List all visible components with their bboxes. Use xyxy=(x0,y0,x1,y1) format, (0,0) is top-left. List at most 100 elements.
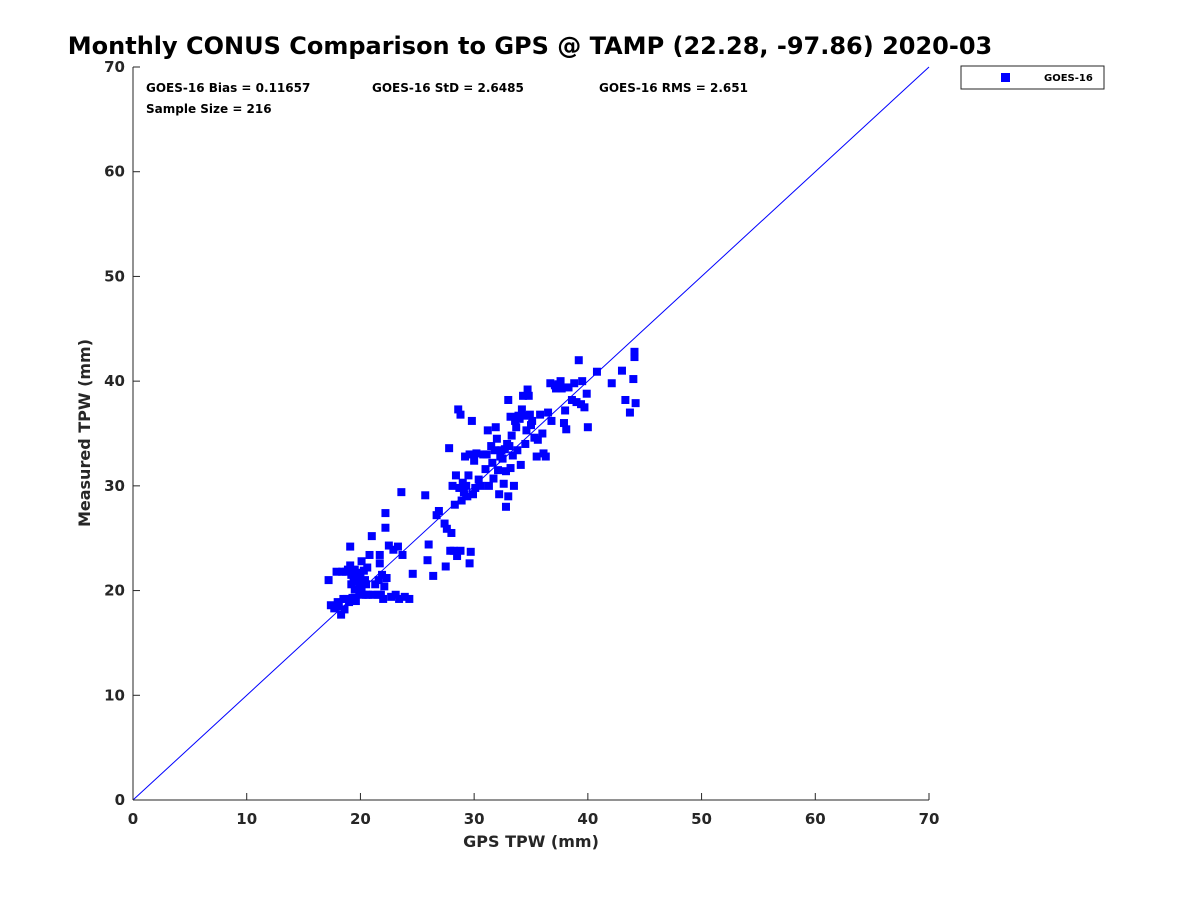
data-point xyxy=(354,577,363,586)
x-tick-label: 50 xyxy=(691,810,712,828)
data-point xyxy=(499,479,508,488)
data-point xyxy=(346,542,355,551)
y-tick-label: 30 xyxy=(104,477,125,495)
data-point xyxy=(453,552,462,561)
data-point xyxy=(515,414,524,423)
data-point xyxy=(491,423,500,432)
data-point xyxy=(513,446,522,455)
data-point xyxy=(455,483,464,492)
data-point xyxy=(559,419,568,428)
data-point xyxy=(423,556,432,565)
data-point xyxy=(533,435,542,444)
data-point xyxy=(508,451,517,460)
data-point xyxy=(378,570,387,579)
data-point xyxy=(456,546,465,555)
data-point xyxy=(538,429,547,438)
one-to-one-line xyxy=(132,66,930,801)
data-point xyxy=(334,602,343,611)
data-point xyxy=(561,406,570,415)
data-point xyxy=(387,592,396,601)
data-point xyxy=(432,511,441,520)
data-point xyxy=(512,423,521,432)
data-point xyxy=(461,452,470,461)
data-point xyxy=(398,550,407,559)
data-point xyxy=(440,519,449,528)
data-point xyxy=(592,367,601,376)
data-point xyxy=(389,545,398,554)
data-point xyxy=(442,524,451,533)
data-point xyxy=(494,466,503,475)
data-point xyxy=(487,442,496,451)
data-point xyxy=(630,347,639,356)
data-point xyxy=(347,570,356,579)
data-point xyxy=(500,445,509,454)
y-axis-label: Measured TPW (mm) xyxy=(75,339,94,527)
data-point xyxy=(382,574,391,583)
x-tick-label: 30 xyxy=(464,810,485,828)
data-point xyxy=(490,446,499,455)
data-point xyxy=(564,383,573,392)
data-point xyxy=(527,421,535,430)
chart-title: Monthly CONUS Comparison to GPS @ TAMP (… xyxy=(68,32,992,60)
x-tick-label: 60 xyxy=(805,810,826,828)
data-point xyxy=(629,375,638,384)
data-point xyxy=(450,500,459,509)
data-point xyxy=(525,410,534,419)
data-point xyxy=(381,509,390,518)
x-tick-label: 0 xyxy=(128,810,138,828)
data-point xyxy=(484,481,493,490)
data-point xyxy=(483,426,492,435)
data-point xyxy=(570,379,579,388)
data-point xyxy=(454,405,463,414)
data-point xyxy=(448,481,457,490)
data-point xyxy=(498,454,507,463)
data-point xyxy=(391,590,400,599)
points-layer xyxy=(324,347,640,619)
data-point xyxy=(472,449,481,458)
data-point xyxy=(552,384,561,393)
data-point xyxy=(365,550,374,559)
x-axis-label: GPS TPW (mm) xyxy=(463,832,599,851)
data-point xyxy=(451,471,460,480)
data-point xyxy=(546,379,555,388)
data-point xyxy=(397,488,406,497)
data-point xyxy=(509,481,518,490)
data-point xyxy=(621,395,630,404)
data-point xyxy=(574,356,583,365)
data-point xyxy=(400,592,409,601)
data-point xyxy=(488,458,497,467)
data-point xyxy=(631,399,640,408)
data-point xyxy=(607,379,616,388)
x-tick-label: 10 xyxy=(236,810,257,828)
data-point xyxy=(333,598,342,607)
y-tick-label: 60 xyxy=(104,163,125,181)
legend-box xyxy=(960,65,1105,90)
data-point xyxy=(405,594,414,603)
data-point xyxy=(376,590,385,599)
data-point xyxy=(347,580,356,589)
data-point xyxy=(557,384,566,393)
data-point xyxy=(567,395,576,404)
data-point xyxy=(337,610,346,619)
data-point xyxy=(368,590,377,599)
data-point xyxy=(521,439,530,448)
data-point xyxy=(395,594,404,603)
data-point xyxy=(470,456,479,465)
data-point xyxy=(580,403,589,412)
data-point xyxy=(481,465,490,474)
data-point xyxy=(429,571,438,580)
data-point xyxy=(424,540,433,549)
data-point xyxy=(447,528,456,537)
legend-marker-goes16 xyxy=(1001,73,1010,82)
x-tick-label: 40 xyxy=(577,810,598,828)
data-point xyxy=(556,377,565,386)
data-point xyxy=(495,490,504,499)
data-point xyxy=(441,562,450,571)
data-point xyxy=(375,550,384,559)
data-point xyxy=(380,582,389,591)
data-point xyxy=(625,408,634,417)
y-tick-label: 20 xyxy=(104,582,125,600)
data-point xyxy=(544,408,553,417)
data-point xyxy=(465,450,474,459)
data-point xyxy=(469,490,478,499)
